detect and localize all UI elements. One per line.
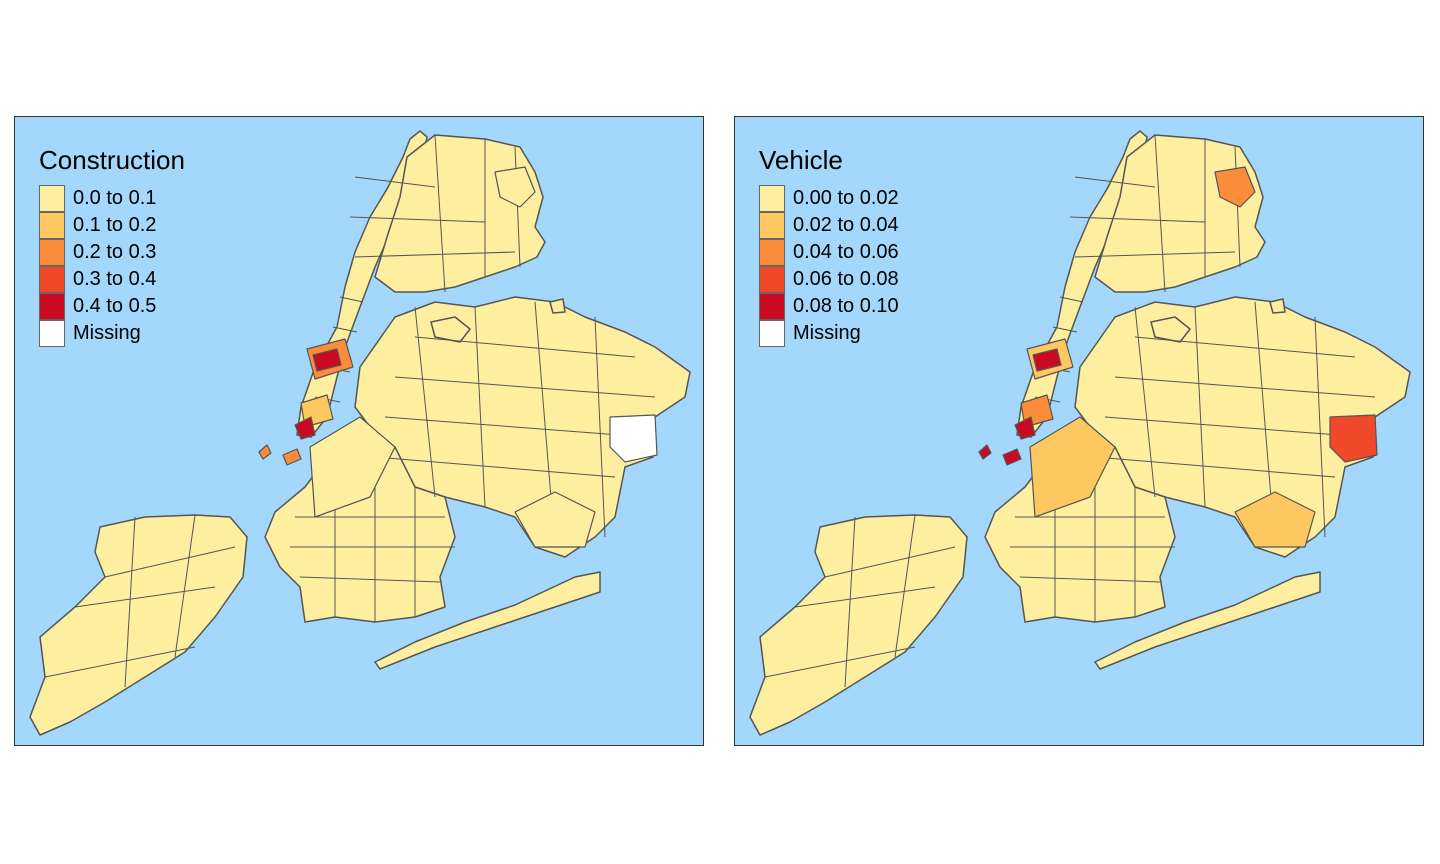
legend-swatch [39,185,65,212]
legend-item: 0.02 to 0.04 [759,212,899,239]
legend-item: Missing [39,320,185,347]
legend-label: Missing [793,322,861,344]
legend-swatch [759,266,785,293]
legend-swatch [39,212,65,239]
brooklyn-west [1029,416,1116,518]
legend-label: 0.1 to 0.2 [73,214,157,236]
legend-label: 0.2 to 0.3 [73,241,157,263]
queens-south [514,491,596,548]
legend-item: 0.00 to 0.02 [759,185,899,212]
legend-swatch [759,293,785,320]
legend-swatch [759,185,785,212]
legend-item: 0.08 to 0.10 [759,293,899,320]
vehicle-map [735,117,1423,745]
legend-list: 0.00 to 0.02 0.02 to 0.04 0.04 to 0.06 0.06… [759,185,899,347]
legend-swatch [759,320,785,347]
legend-item: 0.3 to 0.4 [39,266,185,293]
liberty-island [978,444,992,460]
legend-label: Missing [73,322,141,344]
queens-east [1329,414,1378,463]
queens-east [609,414,658,463]
bronx-east [1214,166,1256,208]
legend-item: 0.1 to 0.2 [39,212,185,239]
legend-swatch [39,239,65,266]
legend-label: 0.4 to 0.5 [73,295,157,317]
midtown [1032,348,1062,372]
legend-title: Construction [39,145,185,175]
north-brother-island [549,298,566,314]
vehicle-legend: Vehicle 0.00 to 0.02 0.02 to 0.04 0.04 to … [759,145,899,347]
legend-title: Vehicle [759,145,843,175]
legend-swatch [759,212,785,239]
rikers-island [430,316,471,343]
legend-item: 0.4 to 0.5 [39,293,185,320]
lower-manhattan [294,416,316,440]
governors-island [1002,448,1022,466]
legend-swatch [759,239,785,266]
legend-item: 0.06 to 0.08 [759,266,899,293]
midtown [312,348,342,372]
brooklyn-west [309,416,396,518]
legend-swatch [39,293,65,320]
legend-swatch [39,266,65,293]
legend-item: 0.2 to 0.3 [39,239,185,266]
legend-label: 0.08 to 0.10 [793,295,899,317]
legend-label: 0.02 to 0.04 [793,214,899,236]
legend-list: 0.0 to 0.1 0.1 to 0.2 0.2 to 0.3 0.3 to 0.4… [39,185,185,347]
queens-south [1234,491,1316,548]
construction-map-panel: Construction 0.0 to 0.1 0.1 to 0.2 0.2 to … [14,116,704,746]
liberty-island [258,444,272,460]
legend-label: 0.0 to 0.1 [73,187,157,209]
legend-label: 0.04 to 0.06 [793,241,899,263]
bronx-east [494,166,536,208]
rockaway [374,571,601,670]
construction-legend: Construction 0.0 to 0.1 0.1 to 0.2 0.2 to … [39,145,185,347]
legend-item: Missing [759,320,899,347]
legend-item: 0.04 to 0.06 [759,239,899,266]
legend-swatch [39,320,65,347]
lower-manhattan [1014,416,1036,440]
legend-label: 0.3 to 0.4 [73,268,157,290]
neighborhood-borders [44,134,656,688]
boroughs [29,130,691,736]
rikers-island [1150,316,1191,343]
rockaway [1094,571,1321,670]
construction-map [15,117,703,745]
north-brother-island [1269,298,1286,314]
vehicle-map-panel: Vehicle 0.00 to 0.02 0.02 to 0.04 0.04 to … [734,116,1424,746]
legend-item: 0.0 to 0.1 [39,185,185,212]
governors-island [282,448,302,466]
legend-label: 0.00 to 0.02 [793,187,899,209]
legend-label: 0.06 to 0.08 [793,268,899,290]
neighborhood-borders [764,134,1376,688]
